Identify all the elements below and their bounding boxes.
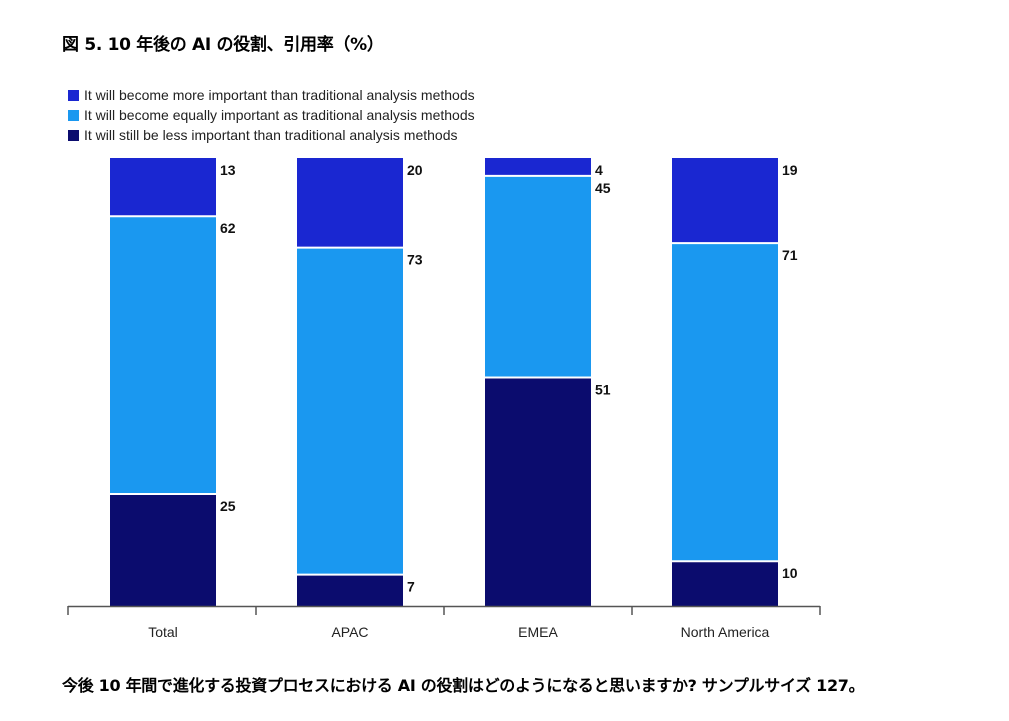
data-label-apac-more: 20 [407,162,423,178]
data-label-emea-less: 51 [595,382,611,398]
bar-emea-less [485,377,591,606]
data-label-total-less: 25 [220,498,236,514]
data-label-total-equal: 62 [220,220,236,236]
data-label-north-america-equal: 71 [782,247,798,263]
data-label-apac-less: 7 [407,579,415,595]
x-tick-label-apac: APAC [331,624,368,640]
legend-swatch-equal [68,109,79,121]
legend-item-more: It will become more important than tradi… [68,85,475,105]
data-label-north-america-more: 19 [782,162,798,178]
legend-label-equal: It will become equally important as trad… [84,107,475,123]
legend-swatch-less [68,129,79,141]
legend-swatch-more [68,89,79,101]
data-label-emea-more: 4 [595,162,603,178]
legend: It will become more important than tradi… [68,85,475,145]
legend-item-less: It will still be less important than tra… [68,125,475,145]
data-label-north-america-less: 10 [782,565,798,581]
x-tick-label-north-america: North America [681,624,770,640]
bar-north-america-more [672,158,778,244]
data-label-emea-equal: 45 [595,180,611,196]
bar-emea-equal [485,175,591,378]
x-tick-label-total: Total [148,624,178,640]
data-label-apac-equal: 73 [407,252,423,268]
bar-total-less [110,494,216,606]
legend-label-more: It will become more important than tradi… [84,87,475,103]
bar-north-america-less [672,561,778,606]
x-tick-label-emea: EMEA [518,624,558,640]
chart-caption: 今後 10 年間で進化する投資プロセスにおける AI の役割はどのようになると思… [62,676,865,695]
bar-total-equal [110,216,216,495]
bar-emea-more [485,158,591,176]
bar-apac-more [297,158,403,248]
bar-apac-equal [297,247,403,575]
bar-apac-less [297,574,403,606]
bar-total-more [110,158,216,217]
chart-title: 図 5. 10 年後の AI の役割、引用率（%） [62,35,384,55]
bar-north-america-equal [672,243,778,562]
legend-label-less: It will still be less important than tra… [84,127,458,143]
legend-item-equal: It will become equally important as trad… [68,105,475,125]
data-label-total-more: 13 [220,162,236,178]
